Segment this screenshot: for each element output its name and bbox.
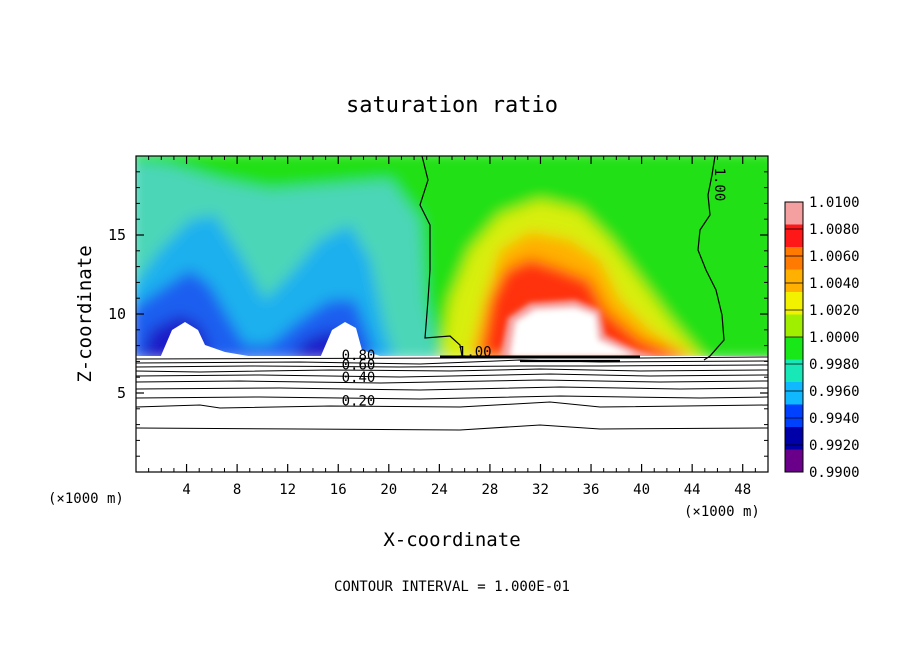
contour-labels: 0.800.600.40 0.20 1.00 1.00 xyxy=(342,168,727,410)
x-tick-label: 16 xyxy=(330,482,347,498)
colorbar-swatch xyxy=(785,359,803,383)
isolines xyxy=(136,355,768,431)
contour-label: 1.00 xyxy=(458,345,492,361)
x-unit-label-left: (×1000 m) xyxy=(48,491,124,507)
x-tick-label: 32 xyxy=(532,482,549,498)
x-tick-label: 28 xyxy=(481,482,498,498)
x-tick-label: 40 xyxy=(633,482,650,498)
contour-label: 0.60 xyxy=(342,357,376,373)
contour-label: 1.00 xyxy=(711,168,727,202)
colorbar-swatch xyxy=(785,292,803,315)
colorbar-label: 1.0040 xyxy=(809,276,860,292)
x-unit-label-right: (×1000 m) xyxy=(684,504,760,520)
y-tick-label: 5 xyxy=(117,384,126,402)
x-tick-label: 20 xyxy=(380,482,397,498)
y-axis-label: Z-coordinate xyxy=(74,245,96,382)
colorbar-label: 1.0100 xyxy=(809,195,860,211)
colorbar-swatch xyxy=(785,449,803,473)
x-tick-label: 4 xyxy=(182,482,190,498)
colorbar-label: 0.9940 xyxy=(809,411,860,427)
contour-interval-footer: CONTOUR INTERVAL = 1.000E-01 xyxy=(334,579,570,595)
colorbar-swatch xyxy=(785,224,803,248)
colorbar-label: 1.0080 xyxy=(809,222,860,238)
x-tick-label: 44 xyxy=(684,482,701,498)
contour-label: 0.80 xyxy=(342,348,376,364)
contour-label: 0.20 xyxy=(342,394,376,410)
x-tick-label: 8 xyxy=(233,482,241,498)
colorbar-swatch xyxy=(785,269,803,293)
colorbar-label: 0.9980 xyxy=(809,357,860,373)
colorbar-swatch xyxy=(785,247,803,270)
contour-label: 0.40 xyxy=(342,370,376,386)
colorbar-swatch xyxy=(785,337,803,360)
colorbar-swatch xyxy=(785,202,803,225)
colorbar-label: 0.9900 xyxy=(809,465,860,481)
colorbar-swatch xyxy=(785,314,803,338)
x-tick-label: 36 xyxy=(583,482,600,498)
colorbar: 1.0100 1.0080 1.0060 1.0040 1.0020 1.0000 0.99… xyxy=(784,195,860,481)
colorbar-label: 1.0060 xyxy=(809,249,860,265)
y-tick-label: 10 xyxy=(108,305,126,323)
x-tick-label: 24 xyxy=(431,482,448,498)
plot-area: 0.800.600.400.201.001.00 4 8 12 16 20 24 28 32 3… xyxy=(108,155,769,498)
y-axis-ticks: 5 10 15 xyxy=(108,171,768,457)
x-axis-ticks: 4 8 12 16 20 24 28 32 36 40 44 48 xyxy=(148,156,756,498)
colorbar-label: 1.0000 xyxy=(809,330,860,346)
colorbar-label: 0.9960 xyxy=(809,384,860,400)
chart-title: saturation ratio xyxy=(346,93,558,118)
x-axis-label: X-coordinate xyxy=(383,529,520,551)
colorbar-swatch xyxy=(785,427,803,450)
colorbar-swatch xyxy=(785,382,803,405)
colorbar-label: 0.9920 xyxy=(809,438,860,454)
colorbar-swatch xyxy=(785,404,803,428)
filled-contours: 0.800.600.40 0.20 1.00 1.00 xyxy=(136,156,768,472)
x-tick-label: 48 xyxy=(734,482,751,498)
x-tick-label: 12 xyxy=(279,482,296,498)
colorbar-label: 1.0020 xyxy=(809,303,860,319)
y-tick-label: 15 xyxy=(108,226,126,244)
